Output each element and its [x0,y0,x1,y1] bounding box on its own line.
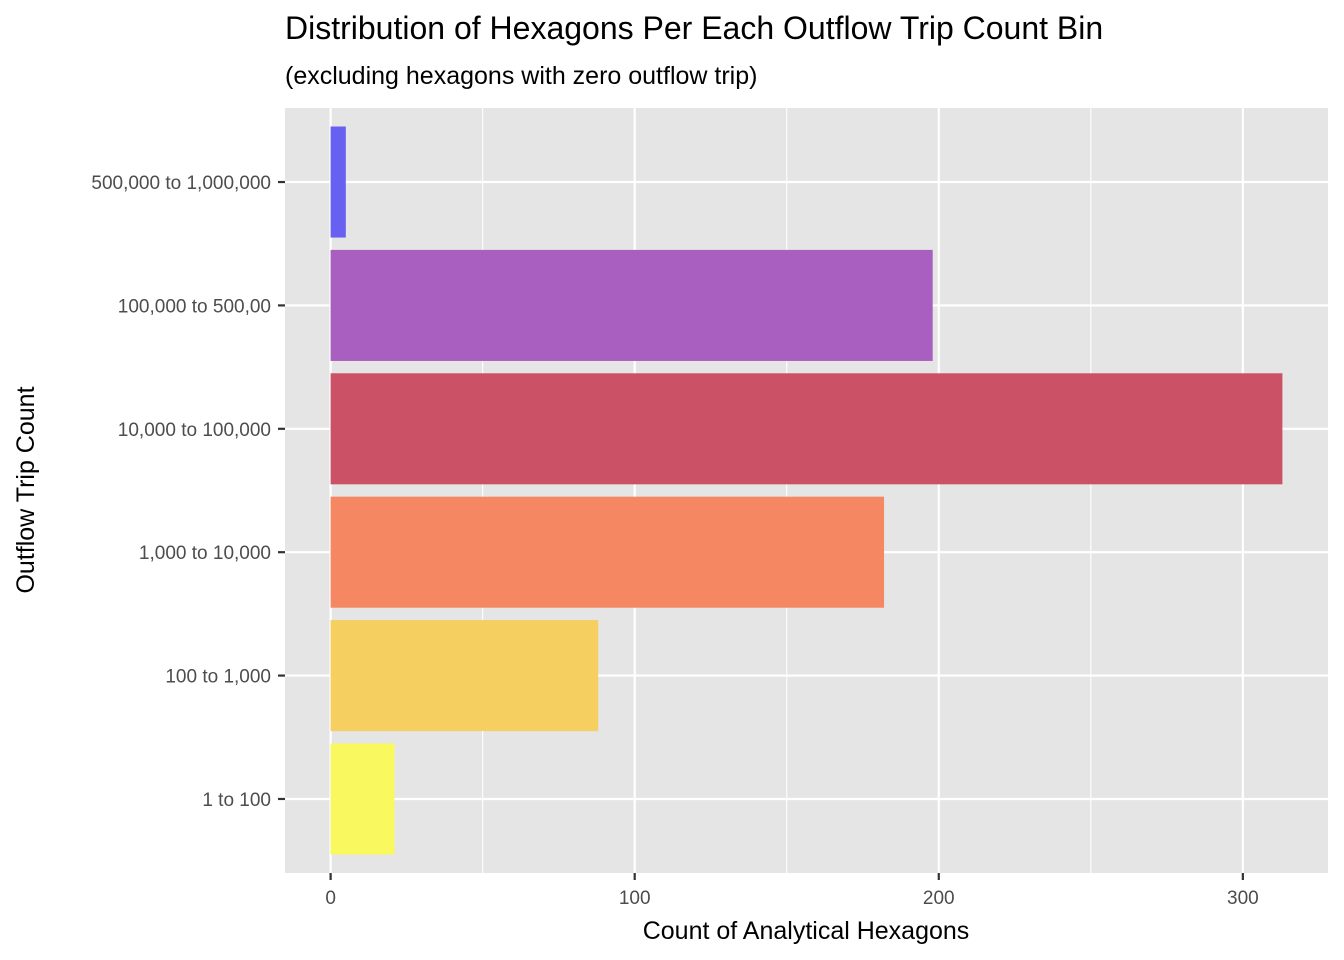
x-tick-label: 300 [1227,888,1259,909]
x-axis: 0 100 200 300 [325,873,1259,909]
x-tick-label: 100 [619,888,651,909]
bar [330,743,395,855]
bars [330,126,1283,855]
bar [330,373,1283,485]
plot-panel [285,108,1328,873]
y-tick-label: 1 to 100 [202,790,271,811]
x-tick-label: 200 [923,888,955,909]
y-tick-label: 100 to 1,000 [165,667,271,688]
y-tick-label: 500,000 to 1,000,000 [91,173,271,194]
bar [330,496,885,608]
x-axis-title: Count of Analytical Hexagons [643,917,970,945]
bar [330,620,599,732]
y-axis-title: Outflow Trip Count [12,386,40,593]
bar [330,249,933,361]
chart-subtitle: (excluding hexagons with zero outflow tr… [285,62,757,90]
y-tick-label: 1,000 to 10,000 [139,543,271,564]
bar [330,126,346,238]
y-tick-label: 100,000 to 500,00 [118,296,271,317]
y-axis: 1 to 100 100 to 1,000 1,000 to 10,000 10,00… [91,173,285,811]
x-tick-label: 0 [325,888,336,909]
y-tick-label: 10,000 to 100,000 [118,420,271,441]
chart-title: Distribution of Hexagons Per Each Outflo… [285,10,1103,46]
